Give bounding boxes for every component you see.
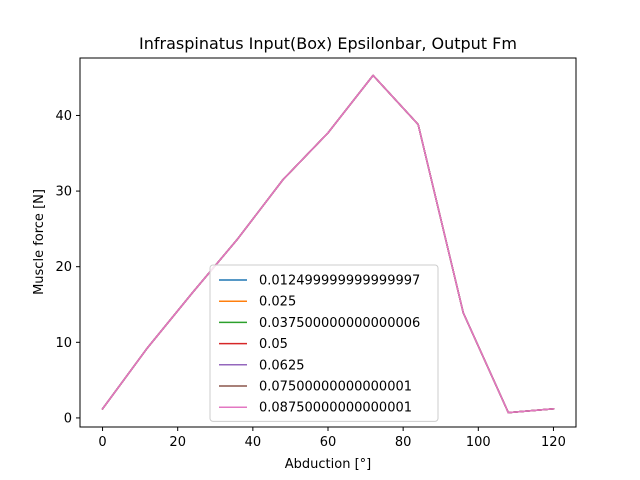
axis-ticks: 0 20 40 60 80 100 120 0 10 20 30 40	[55, 109, 565, 450]
y-tick-label: 0	[64, 411, 72, 426]
legend-label: 0.08750000000000001	[259, 401, 412, 416]
x-tick-label: 80	[395, 435, 412, 450]
legend-label: 0.07500000000000001	[259, 380, 412, 395]
x-tick-label: 60	[320, 435, 337, 450]
legend-box	[209, 264, 439, 422]
legend-label: 0.05	[259, 337, 288, 352]
legend-label: 0.025	[259, 295, 296, 310]
x-tick-label: 20	[169, 435, 186, 450]
legend-label: 0.0625	[259, 358, 305, 373]
y-tick-label: 30	[55, 185, 72, 200]
x-tick-label: 100	[466, 435, 491, 450]
y-tick-label: 40	[55, 109, 72, 124]
x-tick-label: 0	[98, 435, 106, 450]
y-tick-label: 20	[55, 260, 72, 275]
legend: 0.012499999999999997 0.025 0.0375000000000…	[209, 264, 439, 422]
series-line-7	[101, 74, 555, 414]
y-tick-label: 10	[55, 336, 72, 351]
y-axis-title: Muscle force [N]	[32, 189, 47, 295]
legend-label: 0.037500000000000006	[259, 316, 420, 331]
chart-title: Infraspinatus Input(Box) Epsilonbar, Out…	[139, 34, 517, 53]
series-group	[101, 74, 555, 414]
axes-frame	[79, 57, 577, 428]
x-axis-title: Abduction [°]	[285, 457, 371, 472]
x-tick-label: 40	[245, 435, 262, 450]
legend-label: 0.012499999999999997	[259, 274, 420, 289]
x-tick-label: 120	[541, 435, 566, 450]
